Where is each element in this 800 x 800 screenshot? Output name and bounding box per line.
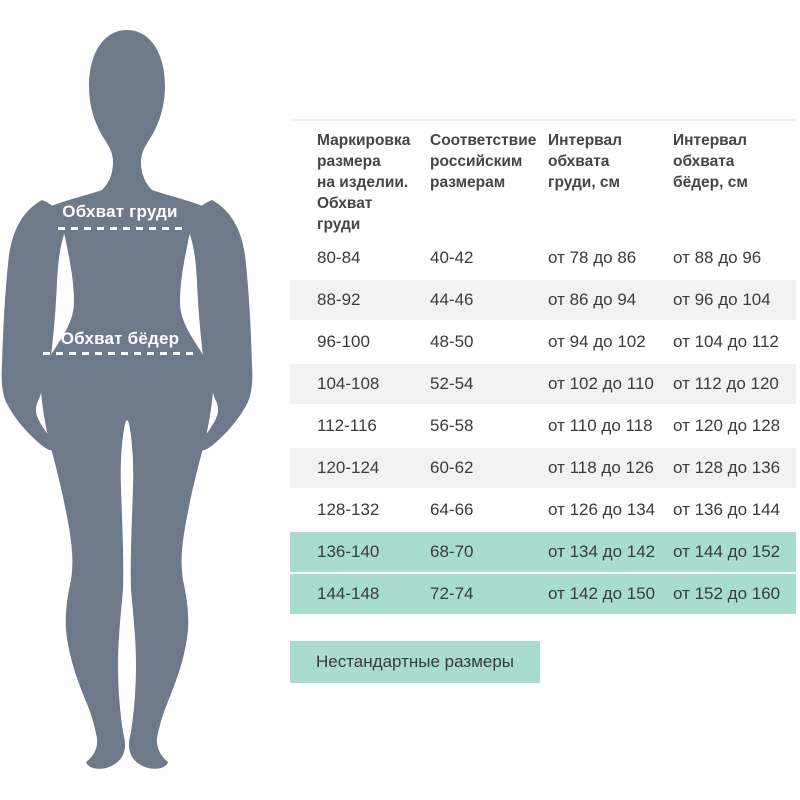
table-cell: 48-50 [430,332,474,351]
table-cell: 40-42 [430,248,474,267]
table-cell: 60-62 [430,458,474,477]
table-cell: 104-108 [317,374,380,393]
female-silhouette: Обхват груди Обхват бёдер [0,0,256,800]
table-cell: от 94 до 102 [548,332,646,351]
table-cell: от 120 до 128 [673,416,781,435]
nonstandard-sizes-badge: Нестандартные размеры [290,641,540,683]
chest-dashed-line [58,227,184,230]
table-cell: от 78 до 86 [548,248,637,267]
table-cell: 68-70 [430,542,474,561]
table-row: 96-100 48-50 от 94 до 102 от 104 до 112 [290,322,796,364]
table-cell: 44-46 [430,290,474,309]
silhouette-right-arm [189,200,253,451]
table-cell: 136-140 [317,542,380,561]
table-cell: от 144 до 152 [673,542,781,561]
nonstandard-sizes-label: Нестандартные размеры [315,652,515,671]
table-row-nonstandard: 144-148 72-74 от 142 до 150 от 152 до 16… [290,574,796,616]
table-cell: от 134 до 142 [548,542,656,561]
table-cell: от 102 до 110 [548,374,654,393]
chest-measure-label: Обхват груди [62,202,178,221]
table-row: 112-116 56-58 от 110 до 118 от 120 до 12… [290,406,796,448]
table-row: 80-84 40-42 от 78 до 86 от 88 до 96 [290,238,796,280]
table-cell: от 128 до 136 [673,458,781,477]
silhouette-left-arm [1,200,65,451]
table-cell: 128-132 [317,500,380,519]
table-cell: 64-66 [430,500,474,519]
table-cell: от 110 до 118 [548,416,653,435]
female-silhouette-svg [1,30,253,769]
table-cell: от 152 до 160 [673,584,781,603]
col-header-russian-size: Соответствие российским размерам [430,132,537,191]
table-cell: от 86 до 94 [548,290,637,309]
table-cell: 88-92 [317,290,361,309]
table-row: 104-108 52-54 от 102 до 110 от 112 до 12… [290,364,796,406]
hips-dashed-line [43,352,199,355]
col-header-hips-interval: Интервал обхвата бёдер, см [673,132,748,191]
table-cell: 120-124 [317,458,380,477]
col-header-size-marking: Маркировка размера на изделии. Обхват гр… [317,132,411,233]
table-cell: 96-100 [317,332,370,351]
table-row-nonstandard: 136-140 68-70 от 134 до 142 от 144 до 15… [290,532,796,574]
table-cell: от 88 до 96 [673,248,762,267]
table-cell: от 142 до 150 [548,584,656,603]
table-row: 88-92 44-46 от 86 до 94 от 96 до 104 [290,280,796,322]
table-cell: от 96 до 104 [673,290,771,309]
table-cell: 52-54 [430,374,474,393]
hips-measure-label: Обхват бёдер [60,329,180,348]
table-row: 120-124 60-62 от 118 до 126 от 128 до 13… [290,448,796,490]
size-table: Маркировка размера на изделии. Обхват гр… [290,119,796,616]
table-cell: от 112 до 120 [673,374,779,393]
table-row: 128-132 64-66 от 126 до 134 от 136 до 14… [290,490,796,532]
col-header-chest-interval: Интервал обхвата груди, см [548,132,622,191]
table-cell: 112-116 [317,416,377,435]
table-cell: от 104 до 112 [673,332,779,351]
size-table-header: Маркировка размера на изделии. Обхват гр… [290,121,796,238]
table-cell: 144-148 [317,584,380,603]
table-cell: 80-84 [317,248,361,267]
table-cell: от 118 до 126 [548,458,654,477]
table-cell: 72-74 [430,584,474,603]
table-cell: от 136 до 144 [673,500,781,519]
silhouette-body [40,30,214,769]
table-cell: 56-58 [430,416,474,435]
table-cell: от 126 до 134 [548,500,656,519]
